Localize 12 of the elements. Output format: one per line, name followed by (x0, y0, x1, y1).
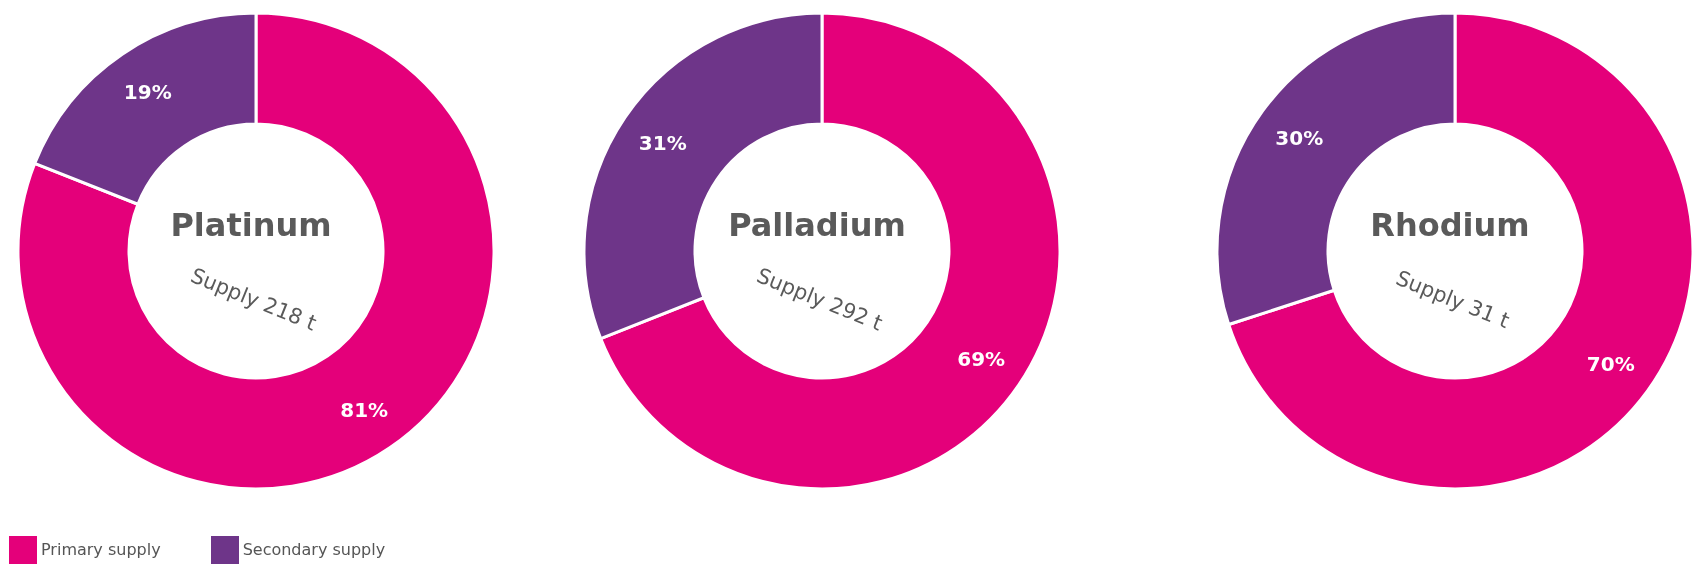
data-label: 81% (340, 398, 389, 423)
legend-label: Primary supply (41, 539, 161, 559)
text: Rhodium (1370, 206, 1530, 244)
legend-label: Secondary supply (242, 539, 386, 559)
data-label: 69% (957, 347, 1006, 372)
data-label: 31% (638, 130, 687, 155)
text: Platinum (170, 206, 332, 244)
data-label: 19% (123, 79, 172, 104)
text: Palladium (728, 206, 906, 244)
data-label: 30% (1275, 125, 1324, 150)
donut-slice (16, 11, 496, 491)
data-label: 70% (1586, 352, 1635, 377)
